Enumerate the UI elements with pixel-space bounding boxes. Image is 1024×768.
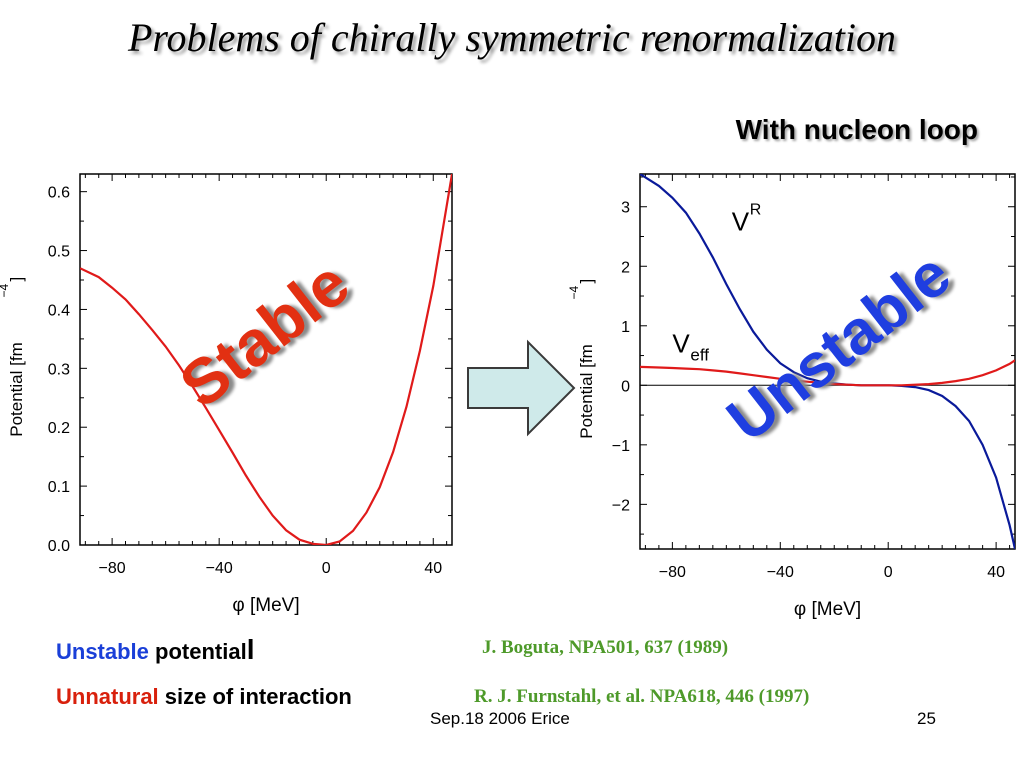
note-potential-tail: l [246,634,255,665]
left-y-tick-label: 0.4 [48,302,70,319]
note-unnatural-word: Unnatural [56,684,159,709]
left-y-tick-label: 0.1 [48,479,70,496]
left-x-tick-label: −40 [206,560,233,577]
left-x-tick-label: 40 [424,560,442,577]
left-x-tick-label: −80 [99,560,126,577]
note-unnatural-size: Unnatural size of interaction [56,684,352,710]
left-series-line-0 [80,174,452,545]
right-y-tick-label: 1 [621,319,630,336]
right-x-tick-label: 40 [987,564,1005,581]
right-series-line-1 [640,359,1015,387]
left-y-axis-label-bracket: ] [7,277,26,282]
note-size-words: size of interaction [158,684,352,709]
citation-furnstahl: R. J. Furnstahl, et al. NPA618, 446 (199… [474,686,810,707]
left-y-tick-label: 0.3 [48,361,70,378]
right-y-axis-label-text: Potential [fm [577,344,596,439]
right-y-tick-label: 0 [621,378,630,395]
chart-subheading: With nucleon loop [735,114,978,145]
note-potential-word: potential [148,639,247,664]
note-unstable-word: Unstable [56,639,149,664]
page-number: 25 [917,709,936,728]
right-y-axis-label: Potential [fm −4] [567,279,596,439]
right-annotation-1: V [672,329,690,359]
left-plot-frame [79,173,453,546]
right-y-tick-label: −2 [612,497,630,514]
right-x-tick-label: −40 [767,564,794,581]
right-potential-chart: −80 −40 0 40 −2 −1 0 1 2 3 φ [MeV] Potential [fm −4]… [567,173,1016,620]
left-y-axis-label-text: Potential [fm [7,342,26,437]
footer-date: Sep.18 2006 Erice [430,709,570,728]
right-y-tick-label: −1 [612,438,630,455]
right-y-tick-label: 2 [621,259,630,276]
right-annotation-sup-0: R [750,202,762,219]
right-x-tick-label: −80 [659,564,686,581]
right-y-axis-label-bracket: ] [577,279,596,284]
right-arrow-icon [467,339,576,437]
left-y-tick-label: 0.5 [48,244,70,261]
right-y-axis-label-exponent: −4 [567,285,581,299]
right-x-axis-label: φ [MeV] [794,599,861,620]
right-annotation-sub-1: eff [690,346,709,365]
left-x-axis-label: φ [MeV] [232,595,299,616]
slide-title: Problems of chirally symmetric renormali… [127,15,897,60]
left-y-tick-label: 0.6 [48,185,70,202]
left-potential-chart: −80 −40 0 40 0.0 0.1 0.2 0.3 0.4 0.5 0.6 φ [MeV] Pot… [0,173,453,616]
right-y-tick-label: 3 [621,200,630,217]
citation-boguta: J. Boguta, NPA501, 637 (1989) [482,637,729,658]
left-x-tick-label: 0 [322,560,331,577]
left-y-tick-label: 0.2 [48,420,70,437]
left-y-axis-label-exponent: −4 [0,283,11,297]
left-y-tick-label: 0.0 [48,538,70,555]
right-x-tick-label: 0 [884,564,893,581]
left-y-axis-label: Potential [fm −4] [0,277,26,437]
note-unstable-potential: Unstable potentiall [56,634,254,666]
right-annotation-0: V [732,207,750,237]
